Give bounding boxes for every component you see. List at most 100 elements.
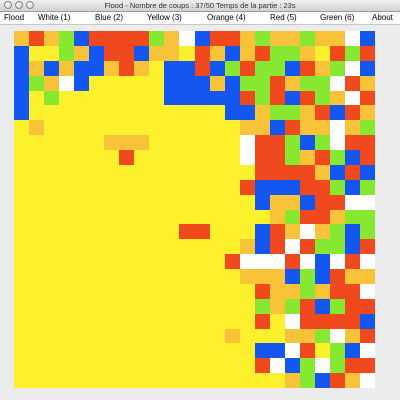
board-cell[interactable] (210, 269, 225, 284)
board-cell[interactable] (330, 329, 345, 343)
board-cell[interactable] (134, 254, 149, 269)
board-cell[interactable] (104, 329, 119, 343)
board-cell[interactable] (330, 105, 345, 120)
board-cell[interactable] (360, 239, 375, 254)
board-cell[interactable] (270, 31, 285, 46)
board-cell[interactable] (29, 91, 44, 105)
board-cell[interactable] (360, 195, 375, 210)
board-cell[interactable] (210, 180, 225, 195)
board-cell[interactable] (195, 373, 210, 388)
board-cell[interactable] (195, 343, 210, 358)
board-cell[interactable] (149, 269, 164, 284)
board-cell[interactable] (74, 210, 89, 224)
board-cell[interactable] (89, 91, 104, 105)
board-cell[interactable] (255, 329, 270, 343)
board-cell[interactable] (300, 46, 315, 61)
board-cell[interactable] (179, 105, 195, 120)
board-cell[interactable] (29, 210, 44, 224)
board-cell[interactable] (210, 150, 225, 165)
board-cell[interactable] (59, 210, 74, 224)
board-cell[interactable] (74, 195, 89, 210)
board-cell[interactable] (14, 180, 29, 195)
board-cell[interactable] (195, 358, 210, 373)
board-cell[interactable] (300, 195, 315, 210)
board-cell[interactable] (360, 299, 375, 314)
board-cell[interactable] (44, 61, 59, 76)
board-cell[interactable] (29, 239, 44, 254)
board-cell[interactable] (89, 105, 104, 120)
board-cell[interactable] (74, 135, 89, 150)
board-cell[interactable] (330, 299, 345, 314)
board-cell[interactable] (119, 373, 134, 388)
board-cell[interactable] (270, 254, 285, 269)
board-cell[interactable] (255, 343, 270, 358)
board-cell[interactable] (345, 120, 360, 135)
board-cell[interactable] (360, 135, 375, 150)
board-cell[interactable] (285, 299, 300, 314)
board-cell[interactable] (315, 358, 330, 373)
board-cell[interactable] (179, 91, 195, 105)
menu-about[interactable]: About (372, 13, 393, 22)
board-cell[interactable] (315, 150, 330, 165)
board-cell[interactable] (59, 91, 74, 105)
board-cell[interactable] (179, 165, 195, 180)
board-cell[interactable] (330, 135, 345, 150)
board-cell[interactable] (210, 284, 225, 299)
board-cell[interactable] (44, 343, 59, 358)
board-cell[interactable] (134, 329, 149, 343)
board-cell[interactable] (14, 61, 29, 76)
board-cell[interactable] (164, 165, 179, 180)
board-cell[interactable] (345, 254, 360, 269)
board-cell[interactable] (104, 195, 119, 210)
board-cell[interactable] (315, 165, 330, 180)
board-cell[interactable] (29, 46, 44, 61)
board-cell[interactable] (149, 150, 164, 165)
board-cell[interactable] (210, 254, 225, 269)
minimize-button[interactable] (15, 1, 23, 9)
board-cell[interactable] (345, 210, 360, 224)
board-cell[interactable] (179, 135, 195, 150)
board-cell[interactable] (149, 135, 164, 150)
board-cell[interactable] (179, 269, 195, 284)
board-cell[interactable] (270, 46, 285, 61)
board-cell[interactable] (104, 76, 119, 91)
board-cell[interactable] (149, 61, 164, 76)
board-cell[interactable] (104, 165, 119, 180)
board-cell[interactable] (270, 224, 285, 239)
board-cell[interactable] (255, 314, 270, 329)
board-cell[interactable] (360, 120, 375, 135)
board-cell[interactable] (89, 254, 104, 269)
board-cell[interactable] (240, 165, 255, 180)
board-cell[interactable] (210, 314, 225, 329)
board-cell[interactable] (210, 46, 225, 61)
board-cell[interactable] (119, 195, 134, 210)
board-cell[interactable] (179, 195, 195, 210)
board-cell[interactable] (330, 343, 345, 358)
board-cell[interactable] (134, 195, 149, 210)
board-cell[interactable] (179, 76, 195, 91)
board-cell[interactable] (360, 224, 375, 239)
board-cell[interactable] (134, 120, 149, 135)
board-cell[interactable] (345, 239, 360, 254)
board-cell[interactable] (14, 299, 29, 314)
board-cell[interactable] (179, 358, 195, 373)
board-cell[interactable] (134, 31, 149, 46)
board-cell[interactable] (29, 329, 44, 343)
board-cell[interactable] (29, 31, 44, 46)
board-cell[interactable] (74, 358, 89, 373)
board-cell[interactable] (29, 343, 44, 358)
board-cell[interactable] (315, 343, 330, 358)
board-cell[interactable] (44, 373, 59, 388)
board-cell[interactable] (119, 343, 134, 358)
board-cell[interactable] (44, 358, 59, 373)
board-cell[interactable] (345, 91, 360, 105)
board-cell[interactable] (270, 76, 285, 91)
board-cell[interactable] (59, 135, 74, 150)
board-cell[interactable] (134, 239, 149, 254)
board-cell[interactable] (14, 31, 29, 46)
board-cell[interactable] (164, 254, 179, 269)
board-cell[interactable] (14, 210, 29, 224)
board-cell[interactable] (285, 91, 300, 105)
board-cell[interactable] (104, 373, 119, 388)
board-cell[interactable] (59, 284, 74, 299)
